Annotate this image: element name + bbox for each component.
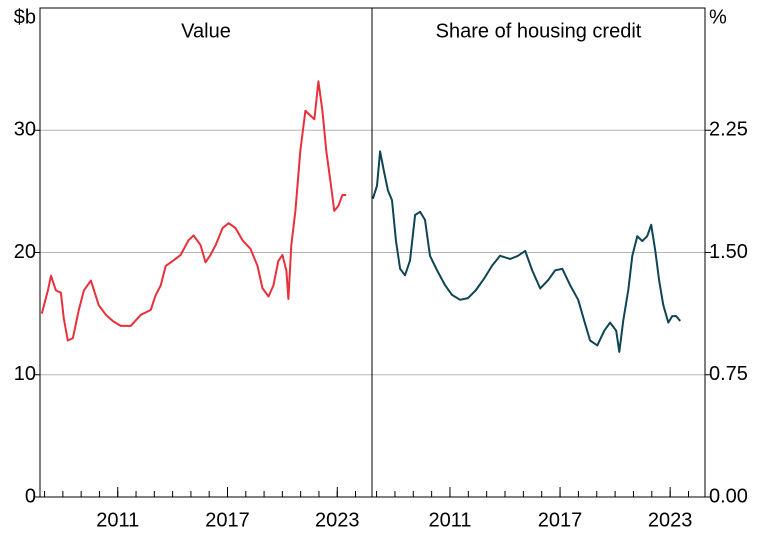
data-line bbox=[40, 80, 347, 342]
y-tick-label: 1.50 bbox=[709, 241, 748, 263]
y-unit: $b bbox=[14, 6, 36, 28]
y-tick-label: 0.00 bbox=[709, 485, 748, 507]
panel-title: Share of housing credit bbox=[436, 20, 642, 42]
x-tick-label: 2023 bbox=[648, 509, 693, 531]
y-tick-label: 0 bbox=[25, 485, 36, 507]
x-tick-label: 2011 bbox=[428, 509, 471, 531]
x-tick-label: 2011 bbox=[96, 509, 139, 531]
y-tick-label: 10 bbox=[14, 363, 36, 385]
y-tick-label: 20 bbox=[14, 241, 36, 263]
y-unit: % bbox=[709, 6, 727, 28]
y-tick-label: 2.25 bbox=[709, 119, 748, 141]
data-line bbox=[371, 150, 681, 353]
y-tick-label: 30 bbox=[14, 119, 36, 141]
x-tick-label: 2017 bbox=[205, 509, 250, 531]
panel-title: Value bbox=[181, 20, 231, 42]
y-tick-label: 0.75 bbox=[709, 363, 748, 385]
x-tick-label: 2017 bbox=[538, 509, 583, 531]
x-tick-label: 2023 bbox=[315, 509, 360, 531]
